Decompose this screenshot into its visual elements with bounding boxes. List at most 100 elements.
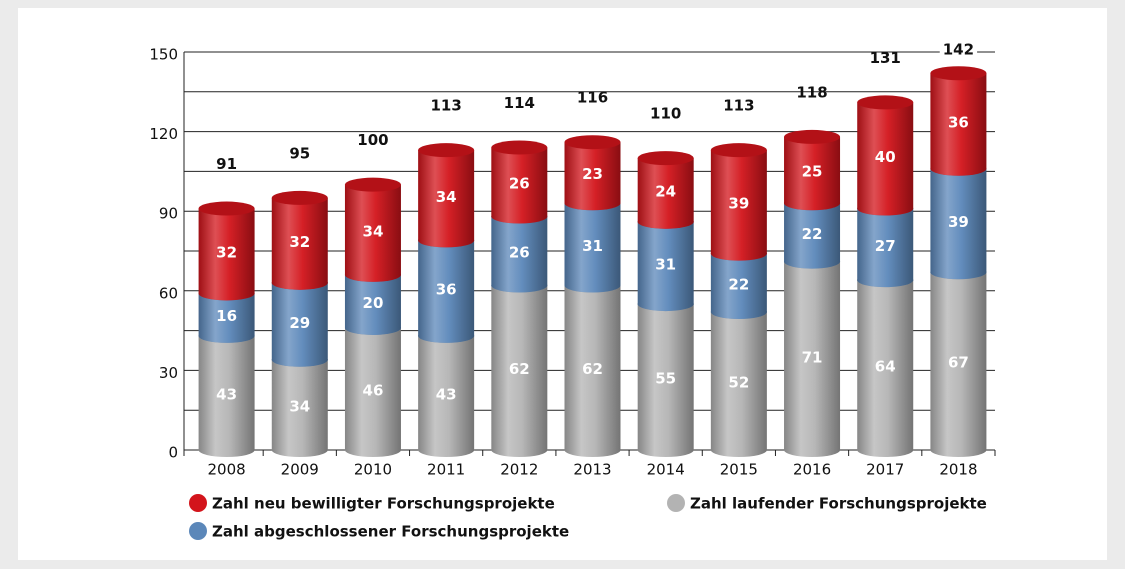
legend-marker [189,494,207,512]
total-label: 110 [650,105,681,123]
bar [930,168,987,273]
value-label: 34 [436,188,457,206]
x-tick-label: 2015 [720,461,758,479]
value-label: 32 [289,233,310,251]
x-tick-label: 2010 [354,461,392,479]
total-label: 100 [357,131,388,149]
bar [198,335,255,450]
y-tick-label: 0 [168,444,178,462]
bar [637,158,694,222]
bar [710,150,767,254]
value-label: 22 [728,275,749,293]
cylinder-cap [198,201,255,216]
bar [271,359,328,450]
x-tick-label: 2012 [500,461,538,479]
legend-label: Zahl neu bewilligter Forschungsprojekte [212,495,555,513]
bar [784,203,841,262]
value-label: 52 [728,374,749,392]
value-label: 39 [728,194,749,212]
value-label: 31 [582,237,603,255]
total-label: 118 [796,83,827,101]
y-tick-label: 90 [159,205,178,223]
value-label: 26 [509,175,530,193]
bar [710,312,767,450]
cylinder-cap [271,190,328,205]
bar [198,208,255,294]
bar [271,197,328,283]
x-tick-label: 2013 [573,461,611,479]
bar [637,221,694,305]
bar [784,261,841,450]
bar [418,240,475,336]
bar [710,253,767,313]
cylinder-cap [930,66,987,81]
value-label: 31 [655,255,676,273]
bar [344,184,401,275]
value-label: 23 [582,165,603,183]
x-tick-label: 2009 [281,461,319,479]
cylinder-cap [857,95,914,110]
bar [637,304,694,450]
bar [198,293,255,336]
total-label: 142 [943,41,974,59]
legend-marker [189,522,207,540]
legend-label: Zahl abgeschlossener Forschungsprojekte [212,523,569,541]
value-label: 62 [509,360,530,378]
x-tick-label: 2016 [793,461,831,479]
label-bg [939,40,978,59]
bar [344,327,401,450]
bar [857,102,914,209]
bar [564,285,621,450]
cylinder-cap [784,129,841,144]
cylinder-cap [491,140,548,155]
bar [857,208,914,281]
y-tick-label: 30 [159,364,178,382]
y-tick-label: 150 [149,46,178,64]
value-label: 24 [655,182,676,200]
value-label: 16 [216,307,237,325]
value-label: 32 [216,244,237,262]
value-label: 46 [363,381,384,399]
cylinder-cap [710,143,767,158]
value-label: 62 [582,360,603,378]
value-label: 22 [802,225,823,243]
bar [418,150,475,241]
value-label: 43 [216,385,237,403]
value-label: 67 [948,354,969,372]
cylinder-cap [418,143,475,158]
total-label: 114 [504,94,535,112]
value-label: 34 [363,222,384,240]
value-label: 55 [655,370,676,388]
cylinder-cap [637,151,694,166]
x-tick-label: 2011 [427,461,465,479]
bar [564,142,621,204]
value-label: 40 [875,148,896,166]
x-tick-label: 2008 [207,461,245,479]
bar [930,73,987,169]
bar [491,285,548,450]
value-label: 36 [948,113,969,131]
value-label: 43 [436,385,457,403]
bar [271,282,328,360]
cylinder-cap [564,135,621,150]
total-label: 116 [577,89,608,107]
y-tick-label: 120 [149,125,178,143]
bar [344,274,401,328]
bar [491,216,548,286]
total-label: 113 [430,97,461,115]
value-label: 27 [875,237,896,255]
total-label: 95 [289,144,310,162]
total-label: 113 [723,97,754,115]
legend-label: Zahl laufender Forschungsprojekte [690,495,987,513]
value-label: 25 [802,163,823,181]
x-tick-label: 2014 [647,461,685,479]
bar [564,203,621,286]
bar [491,147,548,217]
legend-marker [667,494,685,512]
bar [784,136,841,204]
value-label: 36 [436,281,457,299]
total-label: 131 [870,49,901,67]
x-tick-label: 2017 [866,461,904,479]
x-tick-label: 2018 [939,461,977,479]
